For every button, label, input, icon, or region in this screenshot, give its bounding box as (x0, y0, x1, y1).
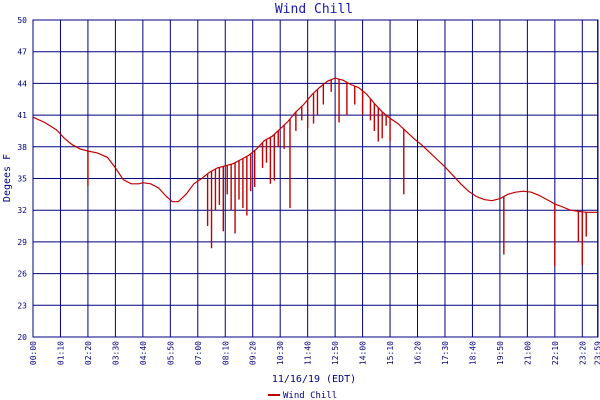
y-tick-labels: 20 23 26 29 32 35 38 41 44 47 50 (17, 16, 27, 342)
y-tick-label: 50 (17, 16, 27, 25)
x-tick-label: 18:40 (468, 341, 477, 365)
y-tick-label: 44 (17, 79, 27, 88)
y-tick-label: 38 (17, 143, 27, 152)
grid-lines (32, 19, 599, 338)
x-tick-label: 17:30 (441, 341, 450, 365)
x-tick-label: 08:10 (221, 341, 230, 365)
x-tick-label: 19:50 (496, 341, 505, 365)
y-tick-label: 20 (17, 333, 27, 342)
chart-title: Wind Chill (275, 2, 353, 17)
x-tick-label: 01:10 (56, 341, 65, 365)
x-tick-label: 03:30 (111, 341, 120, 365)
x-tick-label: 00:00 (29, 341, 38, 365)
y-tick-label: 29 (17, 238, 27, 247)
x-tick-label: 07:00 (194, 341, 203, 365)
x-tick-label: 14:00 (359, 341, 368, 365)
x-tick-label: 21:00 (523, 341, 532, 365)
x-tick-label: 23:59 (594, 341, 600, 365)
y-tick-label: 35 (17, 175, 27, 184)
x-tick-label: 16:20 (414, 341, 423, 365)
x-tick-label: 09:20 (249, 341, 258, 365)
series-line-wind-chill (32, 77, 598, 213)
x-tick-label: 04:40 (139, 341, 148, 365)
x-tick-label: 22:10 (551, 341, 560, 365)
y-tick-label: 47 (17, 48, 27, 57)
y-tick-label: 41 (17, 111, 27, 120)
x-tick-label: 12:50 (331, 341, 340, 365)
x-tick-label: 02:20 (84, 341, 93, 365)
series-wind-chill (32, 77, 598, 267)
x-tick-label: 05:50 (166, 341, 175, 365)
y-tick-label: 23 (17, 301, 27, 310)
y-tick-label: 32 (17, 206, 27, 215)
legend: Wind Chill (268, 391, 337, 400)
x-tick-label: 15:10 (386, 341, 395, 365)
x-tick-label: 11:40 (304, 341, 313, 365)
x-tick-labels: 00:00 01:10 02:20 03:30 04:40 05:50 07:00 08:10… (29, 341, 600, 365)
x-tick-label: 10:30 (276, 341, 285, 365)
x-axis-label: 11/16/19 (EDT) (272, 374, 356, 385)
y-tick-label: 26 (17, 270, 27, 279)
plot-frame (32, 19, 599, 338)
legend-label-wind-chill: Wind Chill (283, 391, 337, 400)
x-tick-label: 23:20 (578, 341, 587, 365)
y-axis-label: Degees F (2, 154, 13, 202)
